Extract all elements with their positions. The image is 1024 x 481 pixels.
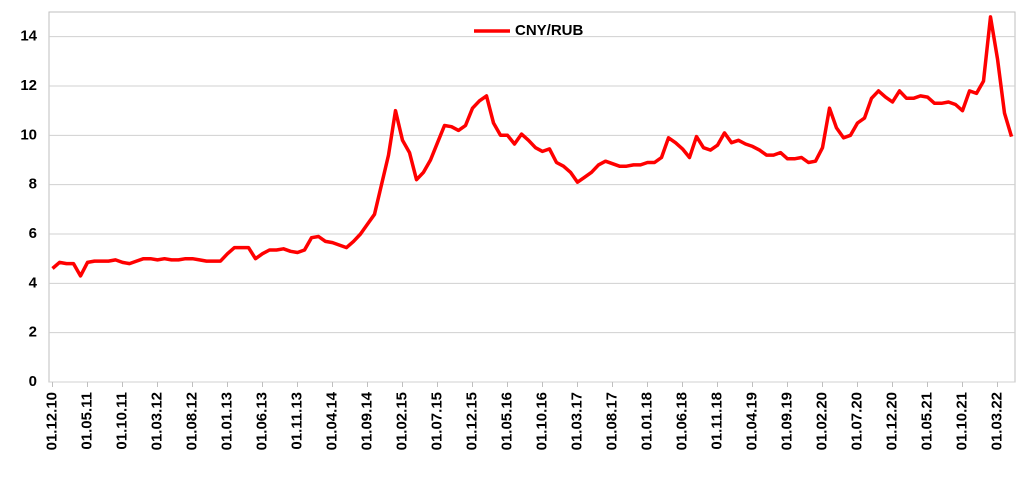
x-tick-label: 01.11.18 bbox=[708, 392, 725, 450]
x-tick-label: 01.12.10 bbox=[43, 392, 60, 450]
y-tick-label: 10 bbox=[20, 126, 37, 143]
x-tick-label: 01.08.12 bbox=[183, 392, 200, 450]
x-tick-label: 01.09.19 bbox=[778, 392, 795, 450]
x-tick-label: 01.05.11 bbox=[78, 392, 95, 450]
y-tick-label: 14 bbox=[20, 28, 37, 45]
x-tick-label: 01.05.21 bbox=[918, 392, 935, 450]
x-tick-label: 01.02.20 bbox=[813, 392, 830, 450]
x-tick-label: 01.12.20 bbox=[883, 392, 900, 450]
x-tick-label: 01.11.13 bbox=[288, 392, 305, 450]
x-tick-label: 01.02.15 bbox=[393, 392, 410, 450]
x-tick-label: 01.08.17 bbox=[603, 392, 620, 450]
x-tick-label: 01.07.20 bbox=[848, 392, 865, 450]
x-tick-label: 01.10.16 bbox=[533, 392, 550, 450]
x-tick-label: 01.06.13 bbox=[253, 392, 270, 450]
legend-label: CNY/RUB bbox=[515, 22, 584, 39]
y-tick-label: 4 bbox=[29, 274, 38, 291]
x-tick-label: 01.05.16 bbox=[498, 392, 515, 450]
x-tick-label: 01.07.15 bbox=[428, 392, 445, 450]
x-tick-label: 01.04.14 bbox=[323, 391, 340, 450]
data-line bbox=[51, 15, 1014, 278]
x-tick-label: 01.12.15 bbox=[463, 392, 480, 450]
x-tick-label: 01.06.18 bbox=[673, 392, 690, 450]
x-tick-label: 01.01.13 bbox=[218, 392, 235, 450]
y-tick-label: 2 bbox=[29, 324, 37, 341]
plot-area bbox=[48, 11, 1016, 383]
y-tick-label: 6 bbox=[29, 225, 37, 242]
x-tick-label: 01.04.19 bbox=[743, 392, 760, 450]
x-tick-label: 01.03.12 bbox=[148, 392, 165, 450]
y-tick-label: 8 bbox=[29, 176, 37, 193]
x-tick-label: 01.01.18 bbox=[638, 392, 655, 450]
x-tick-label: 01.09.14 bbox=[358, 391, 375, 450]
x-tick-label: 01.03.17 bbox=[568, 392, 585, 450]
x-tick-label: 01.03.22 bbox=[988, 392, 1005, 450]
y-tick-label: 0 bbox=[29, 373, 37, 390]
x-tick-label: 01.10.21 bbox=[953, 392, 970, 450]
x-tick-label: 01.10.11 bbox=[113, 392, 130, 450]
y-tick-label: 12 bbox=[20, 77, 37, 94]
